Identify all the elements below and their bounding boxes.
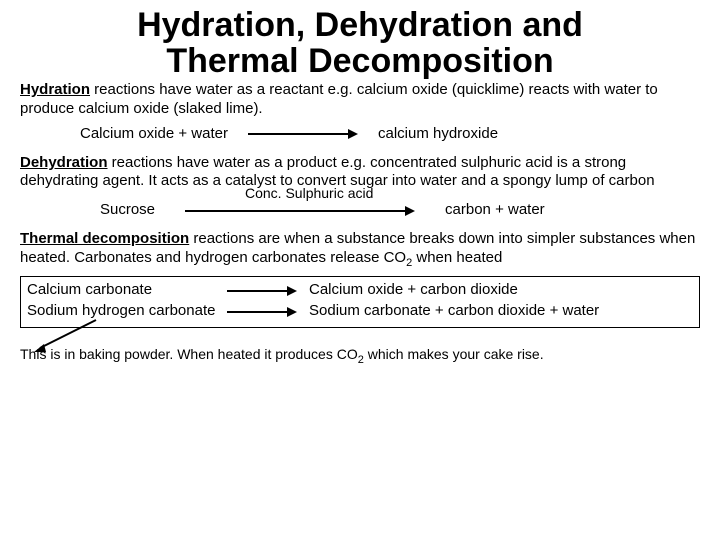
pointer-arrow-icon <box>34 318 114 354</box>
dehydration-eq-right: carbon + water <box>415 201 545 220</box>
hydration-text: reactions have water as a reactant e.g. … <box>20 81 658 117</box>
arrow-icon <box>227 305 297 319</box>
dehydration-eq-left: Sucrose <box>20 201 185 220</box>
dehydration-equation: Conc. Sulphuric acid Sucrose carbon + wa… <box>20 201 700 220</box>
thermal-eq2-right: Sodium carbonate + carbon dioxide + wate… <box>297 302 599 321</box>
footnote: This is in baking powder. When heated it… <box>20 346 700 368</box>
title-line2: Thermal Decomposition <box>166 42 553 80</box>
arrow-icon <box>248 127 358 141</box>
thermal-term: Thermal decomposition <box>20 230 189 247</box>
arrow-icon <box>185 204 415 218</box>
thermal-text-after: when heated <box>412 249 502 266</box>
hydration-eq-right: calcium hydroxide <box>358 125 498 144</box>
thermal-equations-box: Calcium carbonate Calcium oxide + carbon… <box>20 276 700 328</box>
thermal-eq1-left: Calcium carbonate <box>27 281 227 300</box>
thermal-eq1-right: Calcium oxide + carbon dioxide <box>297 281 518 300</box>
hydration-paragraph: Hydration reactions have water as a reac… <box>20 81 700 119</box>
thermal-paragraph: Thermal decomposition reactions are when… <box>20 230 700 271</box>
dehydration-term: Dehydration <box>20 154 108 171</box>
catalyst-label: Conc. Sulphuric acid <box>245 185 373 203</box>
thermal-eq1: Calcium carbonate Calcium oxide + carbon… <box>27 281 693 300</box>
arrow-icon <box>227 284 297 298</box>
hydration-term: Hydration <box>20 81 90 98</box>
page-title: Hydration, Dehydration and Thermal Decom… <box>20 8 700 79</box>
thermal-eq2: Sodium hydrogen carbonate Sodium carbona… <box>27 302 693 321</box>
hydration-eq-left: Calcium oxide + water <box>20 125 248 144</box>
dehydration-text: reactions have water as a product e.g. c… <box>20 154 655 190</box>
footnote-after: which makes your cake rise. <box>364 346 544 362</box>
hydration-equation: Calcium oxide + water calcium hydroxide <box>20 125 700 144</box>
title-line1: Hydration, Dehydration and <box>137 6 583 44</box>
